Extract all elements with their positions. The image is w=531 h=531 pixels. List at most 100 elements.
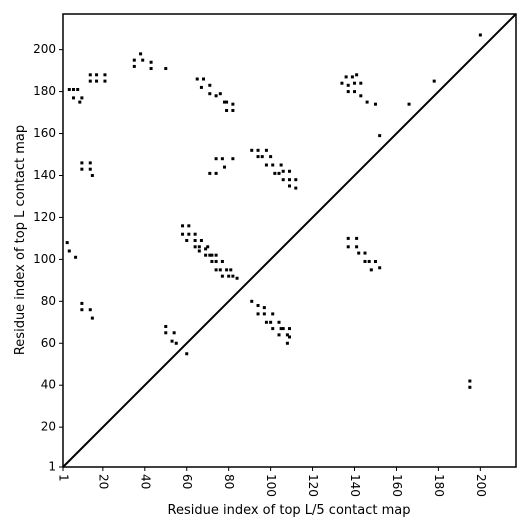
point [88,308,92,312]
x-tick-label: 40 [138,474,152,489]
y-tick-label: 180 [33,84,56,98]
point [95,79,99,83]
point [288,327,291,331]
point [193,239,197,242]
point [71,88,75,91]
point [197,245,201,249]
point [231,108,235,112]
point [193,232,197,236]
point [71,96,75,100]
point [132,58,136,62]
point [222,165,226,169]
point [181,224,185,228]
point [132,64,136,68]
point [164,324,168,328]
point [288,335,291,339]
y-tick-label: 40 [41,378,56,392]
point [214,259,218,263]
point [353,90,357,94]
point [208,253,212,257]
point [355,73,359,77]
point [294,178,298,182]
point [468,385,472,389]
point [369,268,373,272]
point [204,247,208,251]
point [185,239,189,242]
x-tick-label: 1 [57,474,71,482]
point [76,88,80,91]
point [407,102,411,106]
point [204,253,208,257]
point [67,88,71,91]
point [277,320,281,324]
point [80,96,84,100]
point [277,333,281,337]
point [359,81,363,85]
point [214,157,218,161]
point [149,67,153,71]
point [281,327,285,331]
point [185,352,189,356]
point [174,341,178,345]
point [170,339,174,343]
x-tick-label: 100 [264,474,278,497]
point [187,224,191,228]
point [220,274,224,278]
point [103,79,107,83]
point [294,186,298,190]
point [149,60,153,64]
point [373,102,377,106]
point [199,239,203,242]
point [378,266,382,270]
point [80,308,84,312]
point [225,268,229,272]
point [256,155,260,159]
point [285,341,289,345]
point [288,178,291,182]
point [260,155,264,159]
point [273,171,277,175]
point [256,312,260,316]
point [208,83,212,87]
point [468,379,472,383]
point [288,169,291,173]
point [478,33,482,37]
point [220,259,224,263]
point [355,236,359,240]
point [78,100,82,104]
point [74,255,78,259]
point [271,163,275,167]
point [344,75,348,79]
y-tick-label: 100 [33,252,56,266]
point [214,94,218,98]
point [256,148,260,152]
y-tick-label: 1 [48,460,56,474]
point [353,81,357,85]
point [269,320,273,324]
x-tick-label: 60 [180,474,194,489]
x-tick-label: 160 [390,474,404,497]
point [95,73,99,77]
point [181,232,185,236]
point [214,171,218,175]
x-tick-label: 80 [222,474,236,489]
point [346,236,350,240]
y-tick-label: 200 [33,42,56,56]
point [365,100,369,104]
point [346,90,350,94]
point [139,52,143,56]
point [214,268,218,272]
point [231,157,235,161]
point [88,161,92,165]
point [199,85,203,89]
plot-frame [62,13,517,468]
point [218,92,222,96]
x-tick-label: 20 [96,474,110,489]
point [164,331,168,335]
point [350,75,354,79]
point [346,245,350,249]
y-tick-label: 160 [33,126,56,140]
point [285,333,289,337]
point [279,327,283,331]
